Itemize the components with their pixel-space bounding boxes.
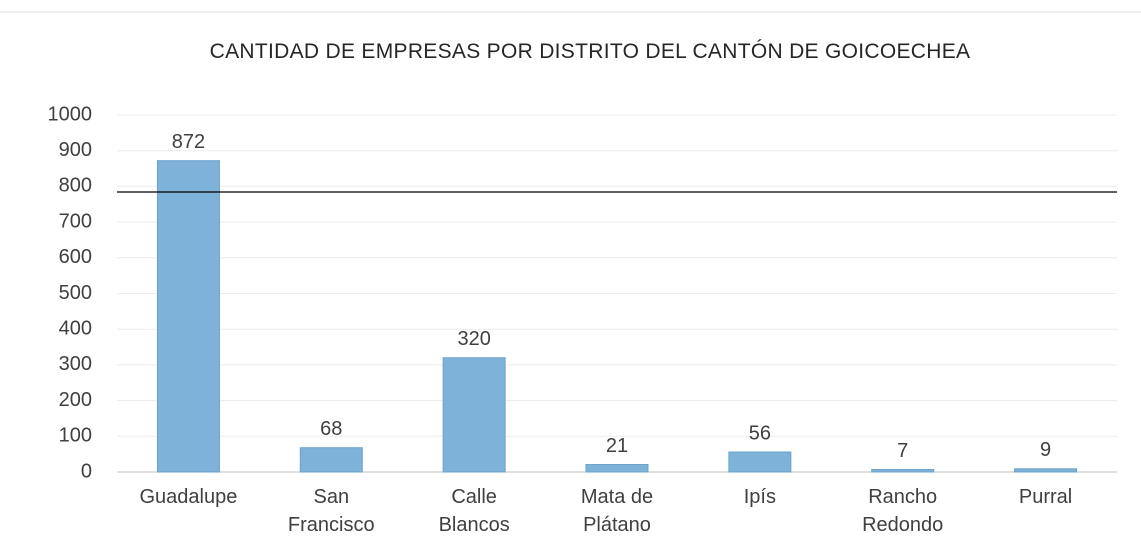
bar <box>442 357 506 473</box>
bar <box>871 469 935 473</box>
chart-title: CANTIDAD DE EMPRESAS POR DISTRITO DEL CA… <box>209 40 971 63</box>
y-tick-label: 800 <box>59 175 92 197</box>
data-label: 9 <box>1040 439 1051 461</box>
bar <box>156 160 220 473</box>
data-label: 21 <box>606 435 628 457</box>
x-tick-label: Purral <box>1018 486 1073 508</box>
bar <box>585 464 649 473</box>
x-tick-label: Mata de Plátano <box>580 486 654 536</box>
data-label: 56 <box>749 422 771 444</box>
y-tick-label: 700 <box>59 210 92 232</box>
x-tick-label: Guadalupe <box>139 486 238 508</box>
y-tick-label: 400 <box>59 317 92 339</box>
data-label: 7 <box>897 440 908 462</box>
data-label: 872 <box>172 131 205 153</box>
bar <box>1014 468 1078 473</box>
bar <box>299 447 363 473</box>
data-label: 68 <box>320 418 342 440</box>
x-tick-label: San Francisco <box>287 486 375 536</box>
y-tick-label: 100 <box>59 425 92 447</box>
x-tick-label: Ipís <box>743 486 776 508</box>
bar <box>728 451 792 473</box>
y-tick-label: 500 <box>59 282 92 304</box>
y-tick-label: 300 <box>59 353 92 375</box>
y-tick-label: 200 <box>59 389 92 411</box>
y-tick-label: 900 <box>59 139 92 161</box>
y-tick-label: 600 <box>59 246 92 268</box>
y-tick-label: 1000 <box>48 103 93 125</box>
x-tick-label: Calle Blancos <box>438 486 510 536</box>
y-tick-label: 0 <box>81 460 92 482</box>
x-tick-label: Rancho Redondo <box>862 486 944 536</box>
data-label: 320 <box>457 328 490 350</box>
